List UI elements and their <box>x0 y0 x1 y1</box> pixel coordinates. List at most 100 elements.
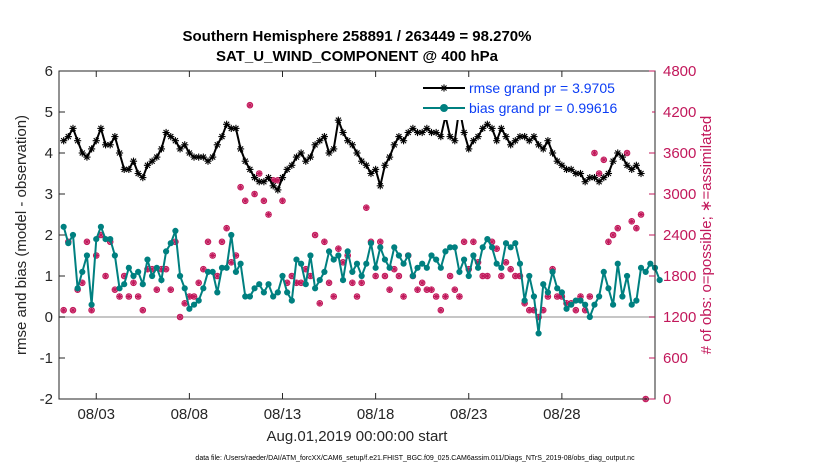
rmse-point <box>162 128 170 137</box>
obs-assimilated-point-stroke-3 <box>503 259 509 265</box>
rmse-point <box>278 174 287 182</box>
obs-assimilated-point <box>177 314 183 320</box>
rmse-point <box>395 133 403 141</box>
rmse-point-stroke-3 <box>475 133 481 140</box>
obs-assimilated-point-stroke-3 <box>377 239 383 245</box>
rmse-point <box>609 157 617 165</box>
rmse-point <box>358 157 366 165</box>
rmse-point-stroke-3 <box>200 154 207 161</box>
rmse-point <box>553 157 561 165</box>
rmse-point-stroke-3 <box>74 137 81 144</box>
bias-point <box>558 289 565 296</box>
obs-assimilated-point-stroke-3 <box>471 239 476 245</box>
rmse-point-stroke-3 <box>391 141 398 148</box>
obs-assimilated-point-stroke-3 <box>340 259 346 265</box>
rmse-point <box>125 165 133 173</box>
bias-point <box>107 236 114 243</box>
rmse-point <box>246 165 254 173</box>
obs-assimilated-point <box>153 286 160 293</box>
rmse-point-stroke-3 <box>256 178 263 185</box>
bias-point <box>568 301 575 308</box>
rmse-point-stroke-3 <box>610 158 617 165</box>
rmse-point-stroke-3 <box>60 137 67 144</box>
obs-assimilated-point <box>470 239 477 245</box>
y-left-tick-label: 0 <box>45 309 53 326</box>
rmse-point-stroke-3 <box>498 125 505 132</box>
rmse-point <box>614 149 622 157</box>
bias-point <box>158 277 165 284</box>
bias-point <box>209 268 216 275</box>
bias-point <box>498 264 505 271</box>
rmse-point <box>288 161 296 169</box>
rmse-point-stroke-3 <box>130 158 137 165</box>
rmse-point-stroke-3 <box>423 125 430 132</box>
obs-assimilated-point-stroke-3 <box>587 294 593 299</box>
obs-assimilated-point <box>484 273 491 279</box>
rmse-point-stroke-3 <box>372 166 379 173</box>
rmse-point <box>488 124 496 132</box>
rmse-point-stroke-3 <box>135 170 142 177</box>
rmse-point-stroke-3 <box>507 141 514 148</box>
obs-assimilated-point-stroke-3 <box>275 177 281 183</box>
rmse-point <box>618 153 627 161</box>
bias-point <box>274 289 281 296</box>
rmse-point <box>474 133 482 141</box>
bias-point <box>395 252 403 259</box>
rmse-point <box>250 174 259 182</box>
obs-assimilated-point-stroke-3 <box>526 307 532 313</box>
rmse-point-stroke-3 <box>270 182 277 189</box>
obs-assimilated-point <box>335 245 342 252</box>
obs-assimilated-point <box>493 245 500 252</box>
bias-point <box>153 264 160 271</box>
x-tick-label: 08/28 <box>543 406 581 423</box>
rmse-point <box>101 141 110 149</box>
obs-assimilated-point <box>214 273 221 279</box>
rmse-point-stroke-3 <box>568 166 575 173</box>
obs-assimilated-point-stroke-3 <box>182 300 188 306</box>
rmse-point-stroke-3 <box>233 125 239 132</box>
bias-point <box>270 293 277 300</box>
rmse-point-stroke-3 <box>65 133 72 140</box>
bias-point <box>284 289 291 296</box>
rmse-point-stroke-3 <box>335 117 342 124</box>
rmse-point <box>311 141 319 149</box>
rmse-point <box>148 157 156 165</box>
bias-point <box>642 268 649 275</box>
rmse-point-stroke-3 <box>79 150 86 156</box>
rmse-point <box>423 124 431 132</box>
rmse-point-stroke-3 <box>503 133 509 140</box>
bias-point <box>423 264 430 271</box>
rmse-point <box>139 174 147 182</box>
rmse-point-stroke-3 <box>521 133 528 140</box>
rmse-point <box>600 174 608 182</box>
obs-assimilated-point-stroke-3 <box>79 280 85 286</box>
rmse-point-stroke-3 <box>70 125 76 132</box>
rmse-point <box>539 145 547 153</box>
obs-assimilated-point <box>447 273 453 279</box>
obs-assimilated-point-stroke-3 <box>554 294 560 299</box>
rmse-point-stroke-3 <box>302 158 309 165</box>
rmse-point <box>362 161 370 169</box>
rmse-point-stroke-3 <box>470 137 477 144</box>
bias-point <box>200 285 207 292</box>
y-left-tick-label: 6 <box>45 63 53 80</box>
obs-assimilated-point-stroke-3 <box>429 287 434 293</box>
bias-point <box>428 252 435 259</box>
rmse-point-stroke-3 <box>163 129 170 136</box>
bias-point <box>619 293 626 300</box>
obs-assimilated-point-stroke-3 <box>210 253 216 258</box>
bias-point <box>591 301 598 308</box>
plot-area <box>59 71 655 399</box>
obs-assimilated-point <box>60 307 67 313</box>
obs-assimilated-point-stroke-3 <box>177 314 183 320</box>
obs-assimilated-point <box>377 239 384 245</box>
bias-point <box>405 252 412 259</box>
rmse-point <box>558 161 566 169</box>
rmse-point <box>167 133 175 141</box>
rmse-point <box>330 145 338 153</box>
rmse-point <box>264 174 273 182</box>
rmse-point <box>129 157 138 165</box>
rmse-point <box>628 165 636 173</box>
rmse-point-stroke-3 <box>293 154 300 161</box>
rmse-point-stroke-3 <box>158 145 165 152</box>
